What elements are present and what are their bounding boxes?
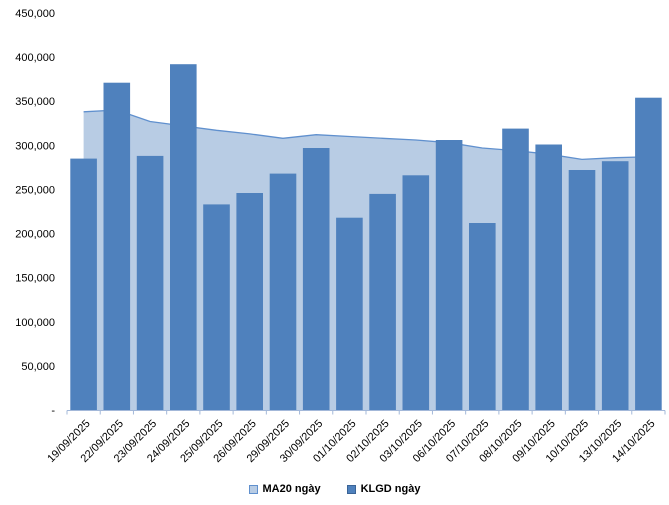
y-axis-tick-label: 400,000 [15,52,55,64]
klgd-volume-bar [568,170,596,410]
y-axis-tick-label: 250,000 [15,184,55,196]
klgd-volume-bar [402,175,430,410]
y-axis-tick-label: 450,000 [15,8,55,20]
klgd-volume-bar [103,82,131,410]
ma20-area-series [83,110,649,410]
klgd-legend-label: KLGD ngày [360,483,421,495]
y-axis-tick-label: 200,000 [15,229,55,241]
klgd-volume-bar [635,97,662,410]
klgd-volume-bar [336,217,363,410]
klgd-volume-bar [236,193,263,410]
y-axis-tick-label: 350,000 [15,96,55,108]
klgd-volume-bar [502,128,529,410]
y-axis-tick-label: 300,000 [15,140,55,152]
klgd-volume-bar [601,161,629,410]
legend-item-klgd: KLGD ngày [346,483,421,495]
klgd-volume-bar [302,148,330,410]
klgd-volume-bar [170,64,197,410]
klgd-volume-bar [136,155,164,410]
klgd-volume-bar [269,173,297,410]
klgd-legend-swatch-icon [346,484,356,494]
y-axis-tick-label: 150,000 [15,273,55,285]
klgd-volume-bar [435,140,463,410]
klgd-volume-bar [535,144,562,410]
legend-item-ma20: MA20 ngày [248,483,321,495]
y-axis-tick-label: 50,000 [21,361,55,373]
y-axis-tick-label: - [51,405,55,417]
klgd-volume-bar [469,223,496,410]
klgd-volume-bar [70,158,97,410]
y-axis-tick-label: 100,000 [15,317,55,329]
ma20-legend-label: MA20 ngày [262,483,321,495]
ma20-legend-swatch-icon [248,484,258,494]
klgd-volume-bar [203,204,230,410]
klgd-volume-bar [369,193,396,410]
chart-legend: MA20 ngày KLGD ngày [0,479,669,499]
